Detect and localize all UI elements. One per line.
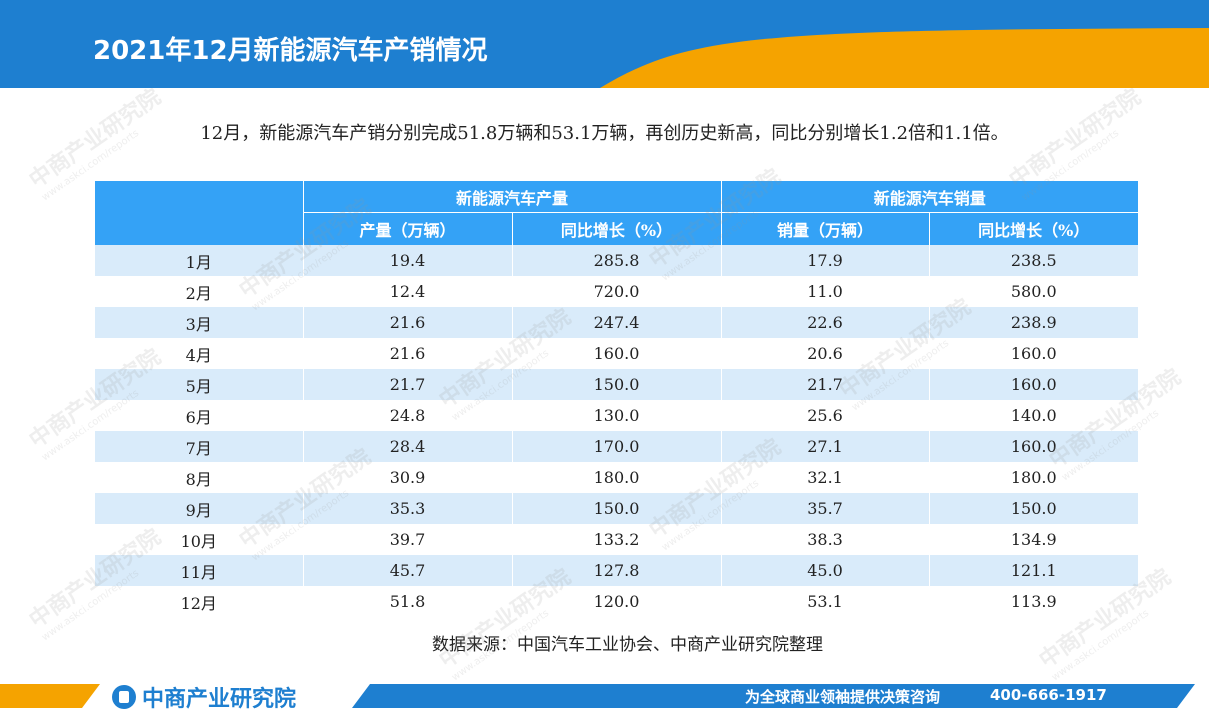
production-cell: 12.4 <box>303 276 513 307</box>
sales-cell: 35.7 <box>721 493 930 524</box>
production-group-header: 新能源汽车产量 <box>303 181 722 213</box>
table-row: 4月 21.6 160.0 20.6 160.0 <box>95 338 1139 369</box>
sales-yoy-cell: 121.1 <box>929 555 1139 586</box>
page-title: 2021年12月新能源汽车产销情况 <box>93 36 488 66</box>
production-yoy-cell: 160.0 <box>512 338 722 369</box>
month-cell: 8月 <box>95 462 304 493</box>
footer-phone: 400-666-1917 <box>990 686 1107 704</box>
production-cell: 45.7 <box>303 555 513 586</box>
production-yoy-cell: 133.2 <box>512 524 722 555</box>
month-cell: 4月 <box>95 338 304 369</box>
sales-yoy-cell: 238.9 <box>929 307 1139 338</box>
footer-bar: 中商产业研究院 为全球商业领袖提供决策咨询 400-666-1917 <box>0 680 1209 718</box>
production-yoy-cell: 120.0 <box>512 586 722 617</box>
sales-cell: 38.3 <box>721 524 930 555</box>
production-cell: 39.7 <box>303 524 513 555</box>
production-cell: 24.8 <box>303 400 513 431</box>
month-cell: 9月 <box>95 493 304 524</box>
sales-cell: 11.0 <box>721 276 930 307</box>
month-cell: 12月 <box>95 586 304 617</box>
production-yoy-cell: 150.0 <box>512 493 722 524</box>
table-row: 8月 30.9 180.0 32.1 180.0 <box>95 462 1139 493</box>
logo-text: 中商产业研究院 <box>142 687 297 712</box>
sales-cell: 32.1 <box>721 462 930 493</box>
sales-yoy-cell: 134.9 <box>929 524 1139 555</box>
table-row: 7月 28.4 170.0 27.1 160.0 <box>95 431 1139 462</box>
production-yoy-header: 同比增长（%） <box>512 212 722 245</box>
sales-yoy-cell: 580.0 <box>929 276 1139 307</box>
production-yoy-cell: 720.0 <box>512 276 722 307</box>
sales-yoy-cell: 160.0 <box>929 338 1139 369</box>
sales-yoy-cell: 140.0 <box>929 400 1139 431</box>
production-yoy-cell: 180.0 <box>512 462 722 493</box>
production-yoy-cell: 150.0 <box>512 369 722 400</box>
sales-cell: 53.1 <box>721 586 930 617</box>
sales-cell: 45.0 <box>721 555 930 586</box>
intro-text: 12月，新能源汽车产销分别完成51.8万辆和53.1万辆，再创历史新高，同比分别… <box>200 123 1009 144</box>
sales-group-header: 新能源汽车销量 <box>721 181 1139 213</box>
production-cell: 19.4 <box>303 245 513 276</box>
production-yoy-cell: 170.0 <box>512 431 722 462</box>
company-logo: 中商产业研究院 <box>112 682 296 712</box>
header-banner: 2021年12月新能源汽车产销情况 <box>0 0 1209 88</box>
table-row: 9月 35.3 150.0 35.7 150.0 <box>95 493 1139 524</box>
table-row: 3月 21.6 247.4 22.6 238.9 <box>95 307 1139 338</box>
month-cell: 11月 <box>95 555 304 586</box>
sales-yoy-cell: 238.5 <box>929 245 1139 276</box>
sales-yoy-cell: 180.0 <box>929 462 1139 493</box>
production-yoy-cell: 127.8 <box>512 555 722 586</box>
table-sub-header-row: 产量（万辆） 同比增长（%） 销量（万辆） 同比增长（%） <box>95 212 1139 245</box>
month-cell: 5月 <box>95 369 304 400</box>
table-row: 10月 39.7 133.2 38.3 134.9 <box>95 524 1139 555</box>
footer-background <box>0 684 1195 708</box>
sales-cell: 22.6 <box>721 307 930 338</box>
header-background <box>0 0 1209 88</box>
production-cell: 35.3 <box>303 493 513 524</box>
month-cell: 3月 <box>95 307 304 338</box>
table-row: 5月 21.7 150.0 21.7 160.0 <box>95 369 1139 400</box>
month-cell: 7月 <box>95 431 304 462</box>
month-cell: 10月 <box>95 524 304 555</box>
sales-yoy-cell: 160.0 <box>929 431 1139 462</box>
production-cell: 28.4 <box>303 431 513 462</box>
sales-volume-header: 销量（万辆） <box>721 212 930 245</box>
sales-cell: 21.7 <box>721 369 930 400</box>
sales-yoy-header: 同比增长（%） <box>929 212 1139 245</box>
sales-yoy-cell: 160.0 <box>929 369 1139 400</box>
nev-production-sales-table: 新能源汽车产量 新能源汽车销量 产量（万辆） 同比增长（%） 销量（万辆） 同比… <box>95 181 1139 617</box>
table-row: 12月 51.8 120.0 53.1 113.9 <box>95 586 1139 617</box>
month-cell: 6月 <box>95 400 304 431</box>
sales-cell: 25.6 <box>721 400 930 431</box>
production-yoy-cell: 130.0 <box>512 400 722 431</box>
data-source-note: 数据来源：中国汽车工业协会、中商产业研究院整理 <box>432 635 823 655</box>
month-header-cell <box>95 181 304 245</box>
month-cell: 1月 <box>95 245 304 276</box>
month-cell: 2月 <box>95 276 304 307</box>
sales-yoy-cell: 150.0 <box>929 493 1139 524</box>
logo-icon <box>112 685 136 709</box>
table-row: 1月 19.4 285.8 17.9 238.5 <box>95 245 1139 276</box>
table-row: 6月 24.8 130.0 25.6 140.0 <box>95 400 1139 431</box>
production-yoy-cell: 247.4 <box>512 307 722 338</box>
sales-cell: 17.9 <box>721 245 930 276</box>
production-cell: 30.9 <box>303 462 513 493</box>
table-group-header-row: 新能源汽车产量 新能源汽车销量 <box>95 181 1139 245</box>
production-cell: 21.6 <box>303 338 513 369</box>
sales-cell: 20.6 <box>721 338 930 369</box>
sales-cell: 27.1 <box>721 431 930 462</box>
production-yoy-cell: 285.8 <box>512 245 722 276</box>
sales-yoy-cell: 113.9 <box>929 586 1139 617</box>
table-row: 2月 12.4 720.0 11.0 580.0 <box>95 276 1139 307</box>
production-volume-header: 产量（万辆） <box>303 212 513 245</box>
table-row: 11月 45.7 127.8 45.0 121.1 <box>95 555 1139 586</box>
footer-tagline: 为全球商业领袖提供决策咨询 <box>745 688 941 706</box>
production-cell: 51.8 <box>303 586 513 617</box>
production-cell: 21.6 <box>303 307 513 338</box>
production-cell: 21.7 <box>303 369 513 400</box>
